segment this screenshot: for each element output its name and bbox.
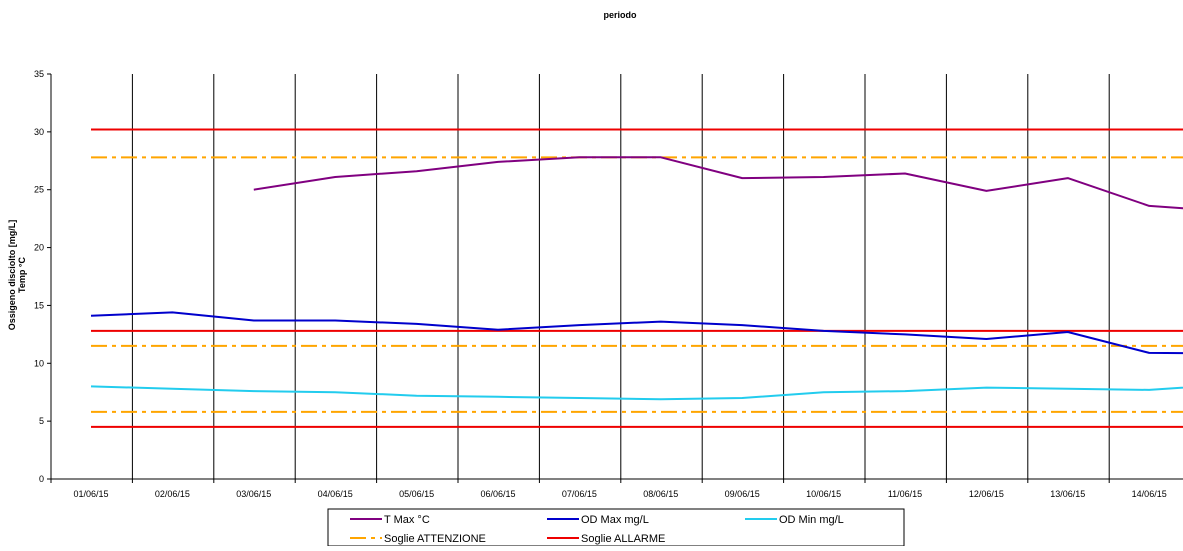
y-tick-label: 30 — [34, 127, 44, 137]
x-tick-label: 03/06/15 — [236, 489, 271, 499]
y-axis-label: Ossigeno disciolto [mg/L] — [7, 220, 17, 331]
y-axis-title: Ossigeno disciolto [mg/L] Temp °C — [7, 220, 27, 331]
x-tick-label: 13/06/15 — [1050, 489, 1085, 499]
legend-label: Soglie ALLARME — [581, 533, 665, 545]
series-line — [90, 385, 1183, 401]
x-tick-label: 04/06/15 — [318, 489, 353, 499]
x-tick-label: 11/06/15 — [888, 489, 922, 499]
x-tick-label: 09/06/15 — [725, 489, 760, 499]
grid-layer — [131, 74, 1110, 479]
legend-label: OD Max mg/L — [581, 514, 649, 526]
chart-title: periodo — [604, 10, 638, 20]
x-tick-label: 02/06/15 — [155, 489, 190, 499]
legend-label: T Max °C — [384, 514, 430, 526]
y-tick-label: 5 — [39, 416, 44, 426]
axis-layer: 0 5 10 15 20 25 30 35 01/06/15 02/06/15 03/06/15 04… — [34, 69, 1183, 499]
x-tick-label: 07/06/15 — [562, 489, 597, 499]
x-tick-label: 06/06/15 — [480, 489, 515, 499]
y-tick-label: 35 — [34, 69, 44, 79]
x-tick-label: 05/06/15 — [399, 489, 434, 499]
legend: T Max °C OD Max mg/L OD Min mg/L Soglie ATT… — [327, 508, 905, 547]
x-tick-label: 01/06/15 — [73, 489, 108, 499]
x-tick-label: 08/06/15 — [643, 489, 678, 499]
series-line — [90, 311, 1183, 355]
y-tick-label: 10 — [34, 358, 44, 368]
y-tick-label: 0 — [39, 474, 44, 484]
y-tick-label: 15 — [34, 300, 44, 310]
y-tick-label: 25 — [34, 185, 44, 195]
legend-box — [327, 508, 905, 547]
y-axis-label-2: Temp °C — [17, 257, 27, 293]
legend-label: Soglie ATTENZIONE — [384, 533, 486, 545]
x-tick-label: 10/06/15 — [806, 489, 841, 499]
y-tick-label: 20 — [34, 243, 44, 253]
series-line — [253, 156, 1183, 210]
x-tick-label: 12/06/15 — [969, 489, 1004, 499]
threshold-layer — [91, 128, 1183, 428]
legend-label: OD Min mg/L — [779, 514, 844, 526]
x-tick-label: 14/06/15 — [1132, 489, 1167, 499]
series-layer — [90, 156, 1183, 401]
